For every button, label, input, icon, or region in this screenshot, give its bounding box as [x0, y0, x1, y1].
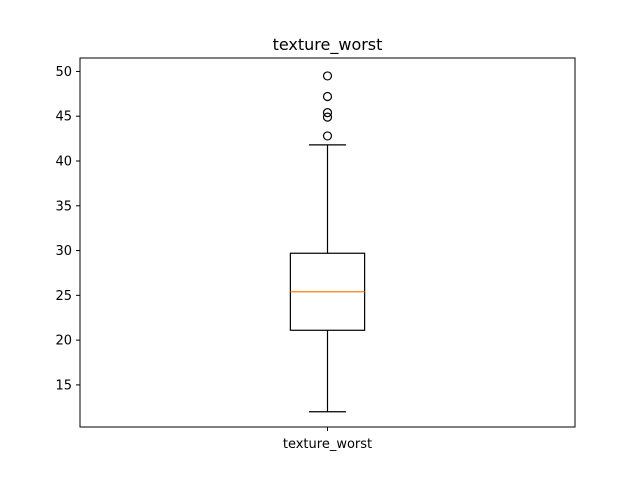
outlier-point	[322, 91, 333, 102]
y-tick-label: 25	[55, 289, 72, 304]
y-tick-label: 40	[55, 154, 72, 169]
outlier-point	[322, 112, 333, 122]
x-tick-label: texture_worst	[283, 437, 372, 452]
y-tick-label: 50	[55, 65, 72, 80]
y-tick-label: 35	[55, 199, 72, 214]
outlier-point	[322, 131, 333, 141]
y-tick-label: 20	[55, 334, 72, 349]
y-tick-label: 15	[55, 378, 72, 393]
chart-title: texture_worst	[273, 35, 383, 55]
y-tick-label: 45	[55, 110, 72, 125]
y-axis: 15 20 25 30 35 40 45 50	[55, 65, 80, 393]
outlier-point	[322, 71, 333, 81]
box-group	[289, 71, 366, 413]
x-axis: texture_worst	[283, 427, 372, 452]
outlier-point	[322, 108, 333, 118]
y-tick-label: 30	[55, 244, 72, 259]
